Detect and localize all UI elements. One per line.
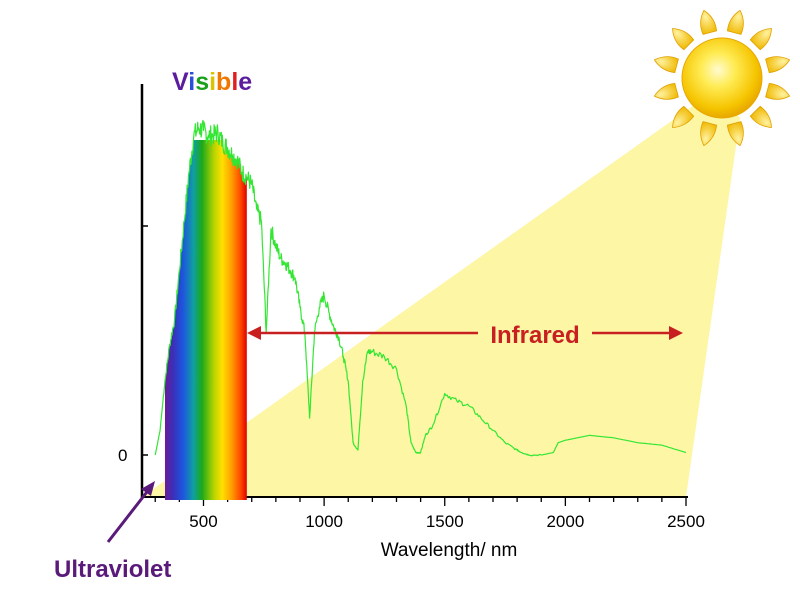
ultraviolet-arrow [106,481,155,543]
x-tick-label: 2000 [546,512,584,531]
infrared-arrow [247,326,683,340]
ultraviolet-label: Ultraviolet [54,556,171,583]
sun-ray [700,9,718,35]
visible-letter: i [209,68,216,96]
sun-ray [700,121,718,147]
sun-ray [765,56,791,74]
x-ticks [154,497,687,506]
visible-letter: l [231,68,238,96]
sun-ray [653,82,679,100]
sun-icon [653,9,791,147]
visible-band [164,140,247,500]
light-beam [142,88,740,497]
visible-letter: i [188,68,195,96]
visible-letter: V [172,68,189,96]
sun-ray [749,105,772,128]
spectrum-line [154,119,687,457]
infrared-label: Infrared [490,322,579,349]
visible-letter: s [195,68,209,96]
sun-ray [672,105,695,128]
sun-ray [653,56,679,74]
sun-ray [749,28,772,51]
visible-letter: e [238,68,252,96]
sun-ray [726,9,744,35]
sun-ray [765,82,791,100]
sun-ray [672,28,695,51]
visible-letter: b [216,68,231,96]
x-tick-label: 2500 [667,512,705,531]
x-tick-label: 1500 [426,512,464,531]
x-axis-label: Wavelength/ nm [381,540,518,561]
y-tick-label-0: 0 [118,446,127,465]
x-tick-label: 500 [189,512,217,531]
x-tick-label: 1000 [305,512,343,531]
x-tick-labels: 500 1000 1500 2000 2500 [189,512,705,531]
visible-label: Visible [172,68,252,96]
sun-ray [726,121,744,147]
